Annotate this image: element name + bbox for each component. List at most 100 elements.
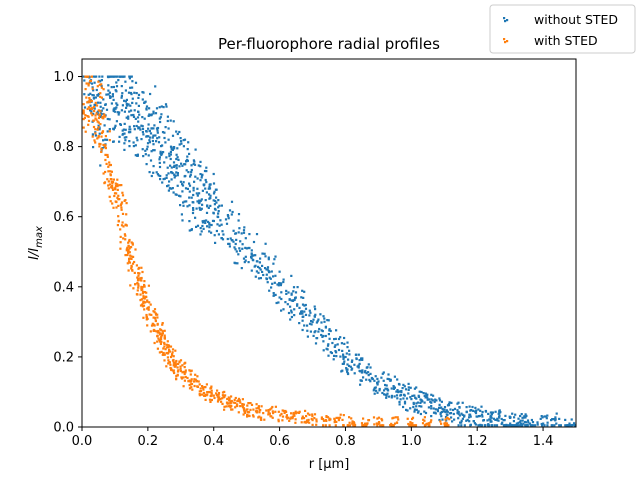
data-point bbox=[125, 116, 128, 119]
data-point bbox=[285, 414, 288, 417]
data-point bbox=[463, 414, 466, 417]
data-point bbox=[206, 393, 209, 396]
data-point bbox=[133, 109, 136, 112]
data-point bbox=[92, 94, 95, 97]
data-point bbox=[198, 383, 201, 386]
data-point bbox=[116, 183, 119, 186]
data-point bbox=[314, 313, 317, 316]
data-point bbox=[186, 148, 189, 151]
data-point bbox=[208, 226, 211, 229]
data-point bbox=[123, 142, 126, 145]
data-point bbox=[249, 408, 252, 411]
data-point bbox=[185, 200, 188, 203]
data-point bbox=[223, 408, 226, 411]
data-point bbox=[159, 342, 162, 345]
data-point bbox=[207, 187, 210, 190]
data-point bbox=[159, 174, 162, 178]
data-point bbox=[475, 415, 478, 418]
data-point bbox=[129, 75, 133, 78]
data-point bbox=[290, 292, 293, 295]
data-point bbox=[221, 394, 224, 397]
data-point bbox=[128, 75, 131, 78]
data-point bbox=[165, 156, 168, 159]
data-point bbox=[141, 98, 144, 101]
data-point bbox=[398, 400, 401, 404]
data-point bbox=[270, 415, 273, 418]
data-point bbox=[420, 399, 423, 402]
data-point bbox=[108, 130, 111, 133]
data-point bbox=[178, 143, 181, 146]
data-point bbox=[112, 109, 115, 113]
data-point bbox=[296, 304, 299, 307]
data-point bbox=[156, 334, 159, 337]
data-point bbox=[161, 181, 164, 184]
data-point bbox=[390, 424, 394, 427]
data-point bbox=[238, 249, 242, 252]
data-point bbox=[142, 295, 145, 298]
data-point bbox=[412, 405, 415, 409]
legend-marker-dot bbox=[506, 40, 509, 43]
data-point bbox=[117, 204, 120, 207]
data-point bbox=[154, 312, 157, 315]
data-point bbox=[113, 194, 116, 198]
data-point bbox=[109, 96, 112, 99]
data-point bbox=[83, 79, 86, 82]
data-point bbox=[95, 75, 98, 78]
data-point bbox=[289, 318, 292, 321]
data-point bbox=[380, 417, 383, 421]
data-point bbox=[386, 377, 389, 380]
data-point bbox=[157, 337, 160, 340]
data-point bbox=[461, 417, 464, 420]
data-point bbox=[133, 128, 136, 131]
data-point bbox=[523, 415, 526, 418]
data-point bbox=[324, 326, 327, 329]
data-point bbox=[195, 225, 198, 228]
data-point bbox=[244, 255, 247, 258]
data-point bbox=[133, 260, 136, 264]
data-point bbox=[197, 164, 200, 167]
data-point bbox=[498, 414, 501, 417]
data-point bbox=[176, 366, 179, 369]
data-point bbox=[108, 183, 111, 186]
data-point bbox=[94, 114, 97, 117]
data-point bbox=[213, 190, 216, 193]
data-point bbox=[230, 213, 233, 216]
data-point bbox=[196, 224, 200, 227]
data-point bbox=[539, 417, 542, 420]
data-point bbox=[234, 396, 237, 400]
data-point bbox=[378, 389, 381, 392]
data-point bbox=[117, 113, 120, 116]
data-point bbox=[365, 378, 368, 381]
data-point bbox=[489, 415, 493, 419]
data-point bbox=[284, 409, 287, 413]
data-point bbox=[261, 264, 264, 267]
data-point bbox=[95, 118, 98, 121]
data-point bbox=[188, 384, 191, 387]
data-point bbox=[93, 75, 97, 78]
data-point bbox=[353, 363, 356, 366]
data-point bbox=[131, 101, 134, 104]
data-point bbox=[104, 147, 107, 150]
data-point bbox=[360, 369, 364, 373]
data-point bbox=[326, 344, 330, 347]
data-point bbox=[82, 109, 85, 112]
data-point bbox=[498, 416, 501, 419]
data-point bbox=[265, 409, 268, 412]
data-point bbox=[503, 419, 506, 422]
data-point bbox=[105, 93, 108, 96]
data-point bbox=[333, 417, 336, 420]
data-point bbox=[165, 105, 168, 108]
data-point bbox=[140, 276, 143, 280]
data-point bbox=[142, 290, 145, 293]
data-point bbox=[292, 411, 295, 415]
data-point bbox=[425, 394, 428, 397]
data-point bbox=[322, 315, 325, 318]
data-point bbox=[347, 358, 350, 361]
data-point bbox=[306, 421, 309, 424]
data-point bbox=[168, 152, 171, 155]
data-point bbox=[83, 93, 86, 96]
data-point bbox=[303, 421, 306, 424]
data-point bbox=[261, 270, 264, 273]
data-point bbox=[270, 286, 273, 289]
data-point bbox=[92, 89, 95, 92]
